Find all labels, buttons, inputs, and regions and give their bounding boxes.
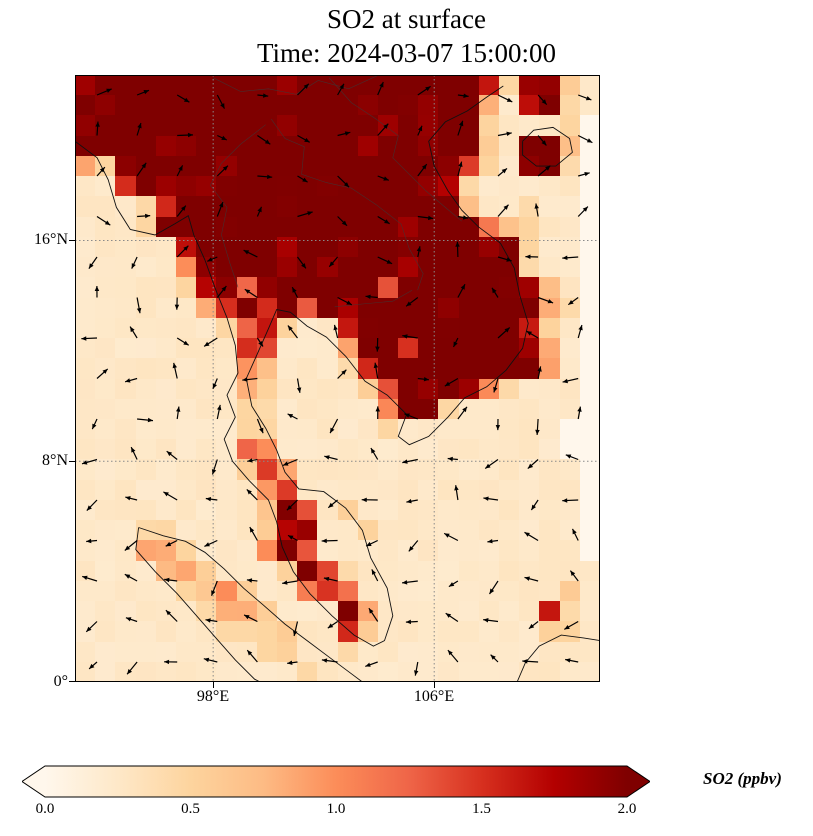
- map-overlay: [75, 75, 600, 682]
- chart-title: SO2 at surface: [327, 4, 486, 34]
- map-plot-area: [75, 75, 600, 682]
- chart-subtitle-time: Time: 2024-03-07 15:00:00: [256, 38, 557, 68]
- colorbar-tick-2: 2.0: [617, 801, 637, 817]
- colorbar-svg: [22, 765, 650, 798]
- axis-tick-mark: [69, 681, 75, 682]
- axis-tick-mark: [69, 240, 75, 241]
- y-axis-tick-label-0: 0°: [53, 673, 68, 690]
- colorbar-tick-1: 1.0: [326, 801, 346, 817]
- axis-tick-mark: [434, 682, 435, 688]
- colorbar-label: SO2 (ppbv): [703, 769, 782, 788]
- y-axis-tick-label-16n: 16°N: [34, 231, 68, 248]
- colorbar-tick-0: 0.0: [35, 801, 55, 817]
- x-axis-tick-label-106e: 106°E: [413, 688, 455, 705]
- x-axis-tick-label-98e: 98°E: [196, 688, 230, 705]
- y-axis-tick-label-8n: 8°N: [42, 452, 68, 469]
- colorbar-tick-05: 0.5: [181, 801, 200, 817]
- axis-tick-mark: [213, 682, 214, 688]
- axis-tick-mark: [69, 461, 75, 462]
- colorbar-tick-15: 1.5: [472, 801, 491, 817]
